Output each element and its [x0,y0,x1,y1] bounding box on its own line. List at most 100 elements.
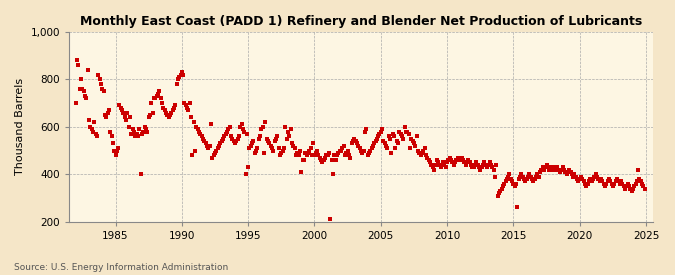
Point [528,179,539,184]
Point [129,129,140,134]
Point [309,153,320,158]
Point [144,113,155,117]
Point [375,129,386,134]
Point [253,136,264,141]
Point [244,146,255,150]
Point [518,177,529,181]
Point [317,160,328,165]
Point [167,108,178,112]
Point [426,163,437,167]
Point [361,127,372,131]
Point [591,172,601,177]
Point [327,172,338,177]
Point [412,148,423,153]
Point [467,165,478,169]
Point [606,182,617,186]
Point [458,158,468,162]
Point [148,96,159,101]
Point [418,148,429,153]
Point [448,163,459,167]
Point [470,163,481,167]
Point [616,179,626,184]
Point [609,182,620,186]
Point [366,146,377,150]
Point [93,72,104,77]
Point [544,167,555,172]
Point [581,184,592,188]
Point [535,170,545,174]
Point [386,151,397,155]
Point [150,96,161,101]
Point [450,160,460,165]
Point [297,158,308,162]
Point [381,144,392,148]
Point [248,139,259,143]
Point [279,146,290,150]
Point [340,153,350,158]
Point [290,153,301,158]
Point [500,179,511,184]
Point [475,167,486,172]
Point [639,186,650,191]
Point [315,155,325,160]
Point [138,129,148,134]
Point [276,151,287,155]
Point [551,167,562,172]
Point [188,120,199,124]
Point [84,117,95,122]
Point [119,115,130,120]
Point [182,106,192,110]
Point [205,144,215,148]
Point [305,146,316,150]
Point [454,158,464,162]
Point [531,174,541,179]
Point [408,141,419,146]
Point [289,146,300,150]
Point [82,68,93,72]
Point [434,163,445,167]
Point [451,158,462,162]
Point [281,136,292,141]
Point [304,148,315,153]
Point [443,158,454,162]
Point [524,172,535,177]
Point [288,144,298,148]
Point [441,160,452,165]
Point [602,179,613,184]
Point [263,139,273,143]
Point [497,184,508,188]
Point [392,139,402,143]
Point [507,179,518,184]
Point [173,75,184,79]
Point [114,103,125,108]
Point [634,177,645,181]
Point [170,103,181,108]
Point [397,134,408,139]
Point [356,148,367,153]
Point [225,134,236,139]
Point [484,160,495,165]
Point [362,153,373,158]
Point [324,151,335,155]
Point [480,163,491,167]
Point [598,182,609,186]
Point [383,134,394,139]
Point [595,177,606,181]
Point [612,177,622,181]
Point [588,177,599,181]
Point [631,179,642,184]
Point [389,134,400,139]
Point [101,115,111,120]
Point [446,158,456,162]
Point [95,77,105,82]
Point [235,125,246,129]
Point [577,177,588,181]
Point [543,165,554,169]
Point [78,89,89,94]
Point [419,146,430,150]
Point [106,134,117,139]
Point [404,146,415,150]
Point [210,151,221,155]
Point [230,141,240,146]
Point [157,101,167,105]
